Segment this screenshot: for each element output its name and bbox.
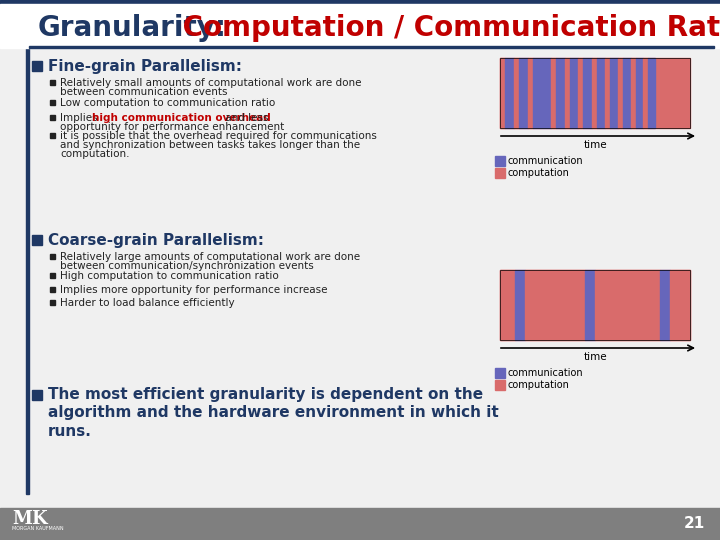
Bar	[610, 58, 618, 128]
Bar	[648, 58, 655, 128]
Bar	[32, 61, 42, 71]
Bar	[643, 58, 648, 128]
Text: algorithm and the hardware environment in which it: algorithm and the hardware environment i…	[48, 406, 499, 421]
Bar	[583, 58, 592, 128]
Bar	[597, 58, 605, 128]
Bar	[636, 58, 643, 128]
Bar	[495, 168, 505, 178]
Bar	[0, 508, 720, 540]
Text: communication: communication	[508, 156, 584, 166]
Bar	[500, 58, 505, 128]
Bar	[525, 270, 585, 340]
Text: Implies more opportunity for performance increase: Implies more opportunity for performance…	[60, 285, 328, 295]
Bar	[500, 58, 690, 128]
Bar	[528, 58, 533, 128]
Bar	[515, 270, 525, 340]
Bar	[500, 58, 690, 128]
Bar	[500, 270, 690, 340]
Bar	[50, 273, 55, 278]
Text: between communication/synchronization events: between communication/synchronization ev…	[60, 261, 314, 271]
Bar	[578, 58, 583, 128]
Bar	[50, 254, 55, 259]
Bar	[551, 58, 556, 128]
Bar	[556, 58, 565, 128]
Text: computation: computation	[508, 380, 570, 390]
Bar	[32, 390, 42, 400]
Bar	[32, 235, 42, 245]
Bar	[605, 58, 610, 128]
Bar	[505, 58, 514, 128]
Text: Relatively large amounts of computational work are done: Relatively large amounts of computationa…	[60, 252, 360, 262]
Text: time: time	[583, 140, 607, 150]
Text: and synchronization between tasks takes longer than the: and synchronization between tasks takes …	[60, 140, 360, 150]
Text: The most efficient granularity is dependent on the: The most efficient granularity is depend…	[48, 388, 483, 402]
Text: Implies: Implies	[60, 113, 101, 123]
Bar	[660, 270, 670, 340]
Text: Relatively small amounts of computational work are done: Relatively small amounts of computationa…	[60, 78, 361, 88]
Text: opportunity for performance enhancement: opportunity for performance enhancement	[60, 122, 284, 132]
Bar	[618, 58, 623, 128]
Bar	[0, 4, 720, 48]
Bar	[29, 46, 714, 48]
Text: communication: communication	[508, 368, 584, 378]
Bar	[495, 368, 505, 378]
Text: computation.: computation.	[60, 149, 130, 159]
Text: and less: and less	[222, 113, 269, 123]
Bar	[50, 100, 55, 105]
Bar	[623, 58, 631, 128]
Bar	[595, 270, 660, 340]
Bar	[514, 58, 519, 128]
Text: 21: 21	[684, 516, 705, 531]
Bar	[519, 58, 528, 128]
Text: Low computation to communication ratio: Low computation to communication ratio	[60, 98, 275, 108]
Bar	[500, 270, 690, 340]
Bar	[631, 58, 636, 128]
Bar	[50, 300, 55, 305]
Bar	[50, 287, 55, 292]
Text: Granularity:: Granularity:	[38, 14, 227, 42]
Bar	[0, 0, 720, 4]
Text: time: time	[583, 352, 607, 362]
Bar	[50, 133, 55, 138]
Bar	[495, 156, 505, 166]
Bar	[570, 58, 578, 128]
Bar	[533, 58, 551, 128]
Text: MORGAN KAUFMANN: MORGAN KAUFMANN	[12, 525, 63, 530]
Text: high communication overhead: high communication overhead	[92, 113, 271, 123]
Bar	[495, 380, 505, 390]
Text: between communication events: between communication events	[60, 87, 228, 97]
Bar	[585, 270, 595, 340]
Text: runs.: runs.	[48, 423, 92, 438]
Text: Coarse-grain Parallelism:: Coarse-grain Parallelism:	[48, 233, 264, 247]
Text: Computation / Communication Ratio: Computation / Communication Ratio	[173, 14, 720, 42]
Text: it is possible that the overhead required for communications: it is possible that the overhead require…	[60, 131, 377, 141]
Bar	[26, 4, 29, 494]
Bar	[500, 270, 515, 340]
Bar	[565, 58, 570, 128]
Text: Harder to load balance efficiently: Harder to load balance efficiently	[60, 298, 235, 308]
Text: computation: computation	[508, 168, 570, 178]
Text: MK: MK	[12, 510, 48, 528]
Bar	[50, 115, 55, 120]
Bar	[670, 270, 690, 340]
Bar	[50, 80, 55, 85]
Text: High computation to communication ratio: High computation to communication ratio	[60, 271, 279, 281]
Bar	[592, 58, 597, 128]
Text: Fine-grain Parallelism:: Fine-grain Parallelism:	[48, 58, 242, 73]
